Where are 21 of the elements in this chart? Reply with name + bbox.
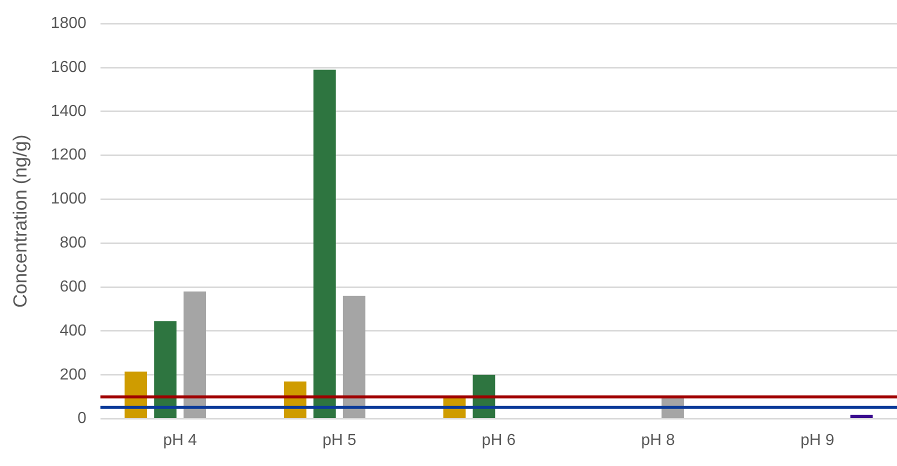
y-tick-label: 0 <box>77 410 86 428</box>
y-tick-label: 1800 <box>50 15 86 32</box>
x-tick-label: pH 4 <box>163 432 198 449</box>
x-tick-label: pH 8 <box>641 432 676 449</box>
y-tick-label: 800 <box>60 234 86 252</box>
y-tick-label: 600 <box>60 278 86 296</box>
bar <box>313 70 336 418</box>
bar <box>342 296 366 418</box>
bar <box>850 414 873 418</box>
y-tick-label: 1600 <box>50 58 86 76</box>
y-tick-label: 400 <box>60 322 86 340</box>
x-tick-label: pH 5 <box>322 432 356 449</box>
bar <box>184 291 206 418</box>
y-axis-title: Concentration (ng/g) <box>10 134 32 308</box>
y-tick-label: 200 <box>60 366 86 384</box>
bar <box>154 321 177 418</box>
y-tick-label: 1400 <box>50 102 86 120</box>
x-tick-label: pH 9 <box>800 432 834 449</box>
y-tick-label: 1000 <box>50 190 86 208</box>
y-tick-label: 1200 <box>50 146 86 164</box>
x-tick-label: pH 6 <box>482 432 516 449</box>
